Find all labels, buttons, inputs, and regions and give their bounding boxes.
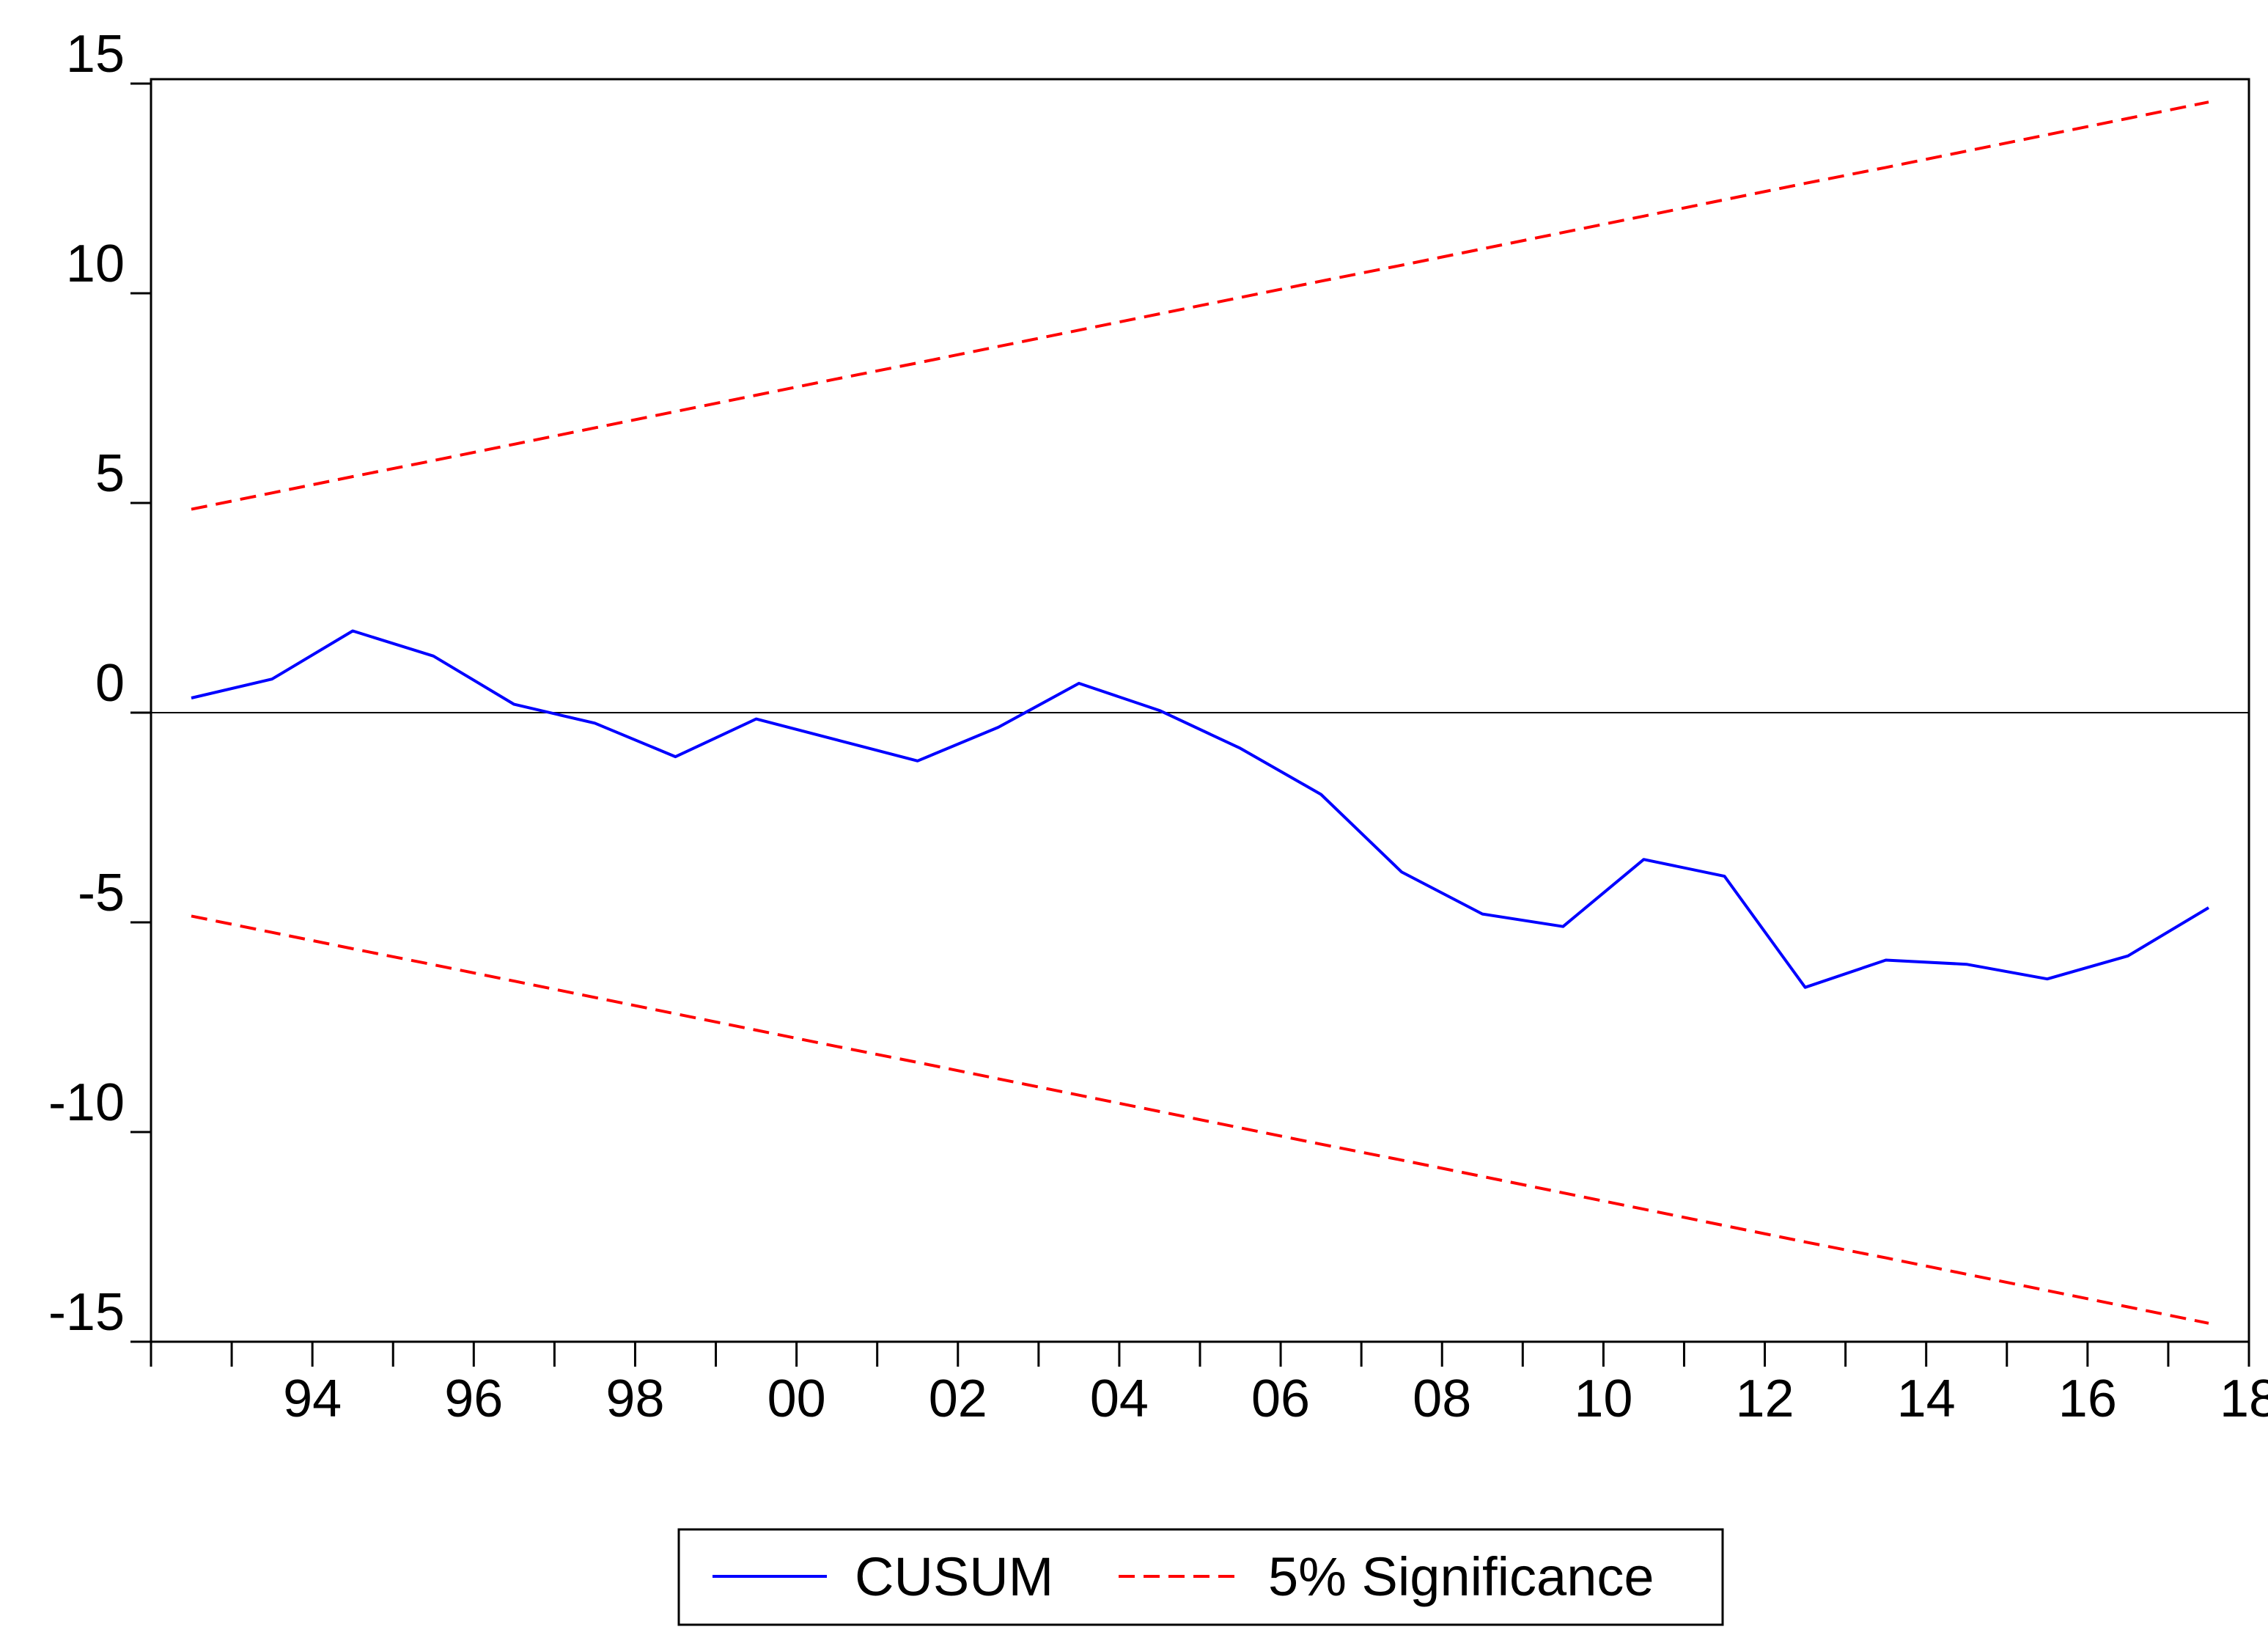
x-tick-label: 10 (1574, 1370, 1632, 1428)
x-tick-label: 14 (1897, 1370, 1956, 1428)
x-tick-label: 04 (1090, 1370, 1149, 1428)
x-tick-label: 96 (444, 1370, 503, 1428)
y-axis: 15 10 5 0 -5 -10 -15 (48, 25, 151, 1343)
x-tick-label: 98 (605, 1370, 664, 1428)
y-tick-label: -10 (48, 1073, 125, 1132)
series-line-lower-bound (191, 914, 2209, 1325)
y-tick-label: -15 (48, 1283, 125, 1342)
legend: CUSUM 5% Significance (677, 1528, 1724, 1626)
y-tick-label: -5 (78, 864, 125, 922)
y-tick-label: 15 (66, 25, 125, 84)
legend-label-significance: 5% Significance (1268, 1546, 1654, 1607)
x-tick-label: 00 (767, 1370, 826, 1428)
x-tick-label: 08 (1413, 1370, 1471, 1428)
series-line-upper-bound (191, 100, 2209, 511)
x-tick-label: 94 (283, 1370, 342, 1428)
plot-frame (150, 78, 2250, 1343)
x-tick-label: 12 (1735, 1370, 1794, 1428)
x-tick-label: 18 (2220, 1370, 2268, 1428)
y-tick-label: 10 (66, 235, 125, 293)
x-tick-label: 16 (2058, 1370, 2117, 1428)
series-line-cusum (191, 629, 2210, 989)
x-tick-label: 06 (1251, 1370, 1310, 1428)
y-tick-label: 5 (95, 444, 125, 503)
legend-label-cusum: CUSUM (855, 1546, 1053, 1607)
x-axis: 94 96 98 00 02 04 06 08 10 12 14 16 18 (150, 1342, 2268, 1428)
x-tick-label: 02 (929, 1370, 987, 1428)
y-tick-label: 0 (95, 654, 125, 713)
series-layer (191, 100, 2210, 1325)
